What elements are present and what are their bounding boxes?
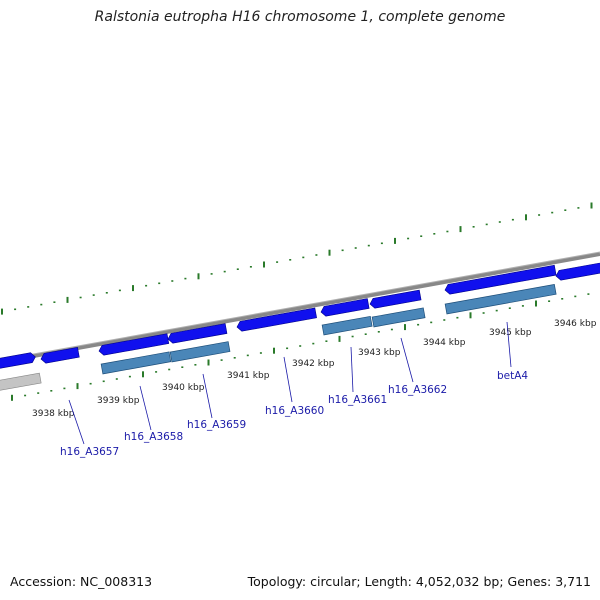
scale-ticks-inner: [11, 293, 590, 401]
gene-label[interactable]: h16_A3661: [328, 394, 387, 406]
gene-labels: h16_A3657 h16_A3658 h16_A3659 h16_A3660 …: [60, 370, 528, 458]
gene-feature[interactable]: [167, 323, 228, 344]
gene-label[interactable]: h16_A3658: [124, 431, 183, 443]
label-leader: [506, 321, 512, 368]
gene-feature[interactable]: [100, 351, 172, 375]
label-leader: [139, 385, 152, 431]
gene-feature[interactable]: [369, 289, 422, 309]
gene-label[interactable]: h16_A3659: [187, 419, 246, 431]
scale-label: 3939 kbp: [97, 396, 140, 406]
chromosome-backbone-shade: [0, 251, 600, 361]
gene-feature[interactable]: [321, 315, 373, 336]
gene-feature-grey[interactable]: [0, 372, 42, 392]
gene-feature[interactable]: [0, 352, 36, 370]
scale-label: 3942 kbp: [292, 359, 335, 369]
label-leader: [350, 346, 354, 393]
gene-feature[interactable]: [371, 307, 426, 328]
scale-label: 3946 kbp: [554, 319, 597, 329]
gene-label[interactable]: h16_A3660: [265, 405, 324, 417]
chromosome-backbone: [0, 252, 600, 364]
label-leader: [283, 356, 293, 403]
gene-feature[interactable]: [169, 341, 231, 363]
label-leader: [400, 337, 414, 383]
gene-feature[interactable]: [444, 264, 557, 295]
gene-feature[interactable]: [320, 298, 370, 317]
scale-label: 3944 kbp: [423, 338, 466, 348]
forward-genes: [0, 261, 600, 370]
scale-label: 3938 kbp: [32, 409, 75, 419]
gene-feature[interactable]: [444, 284, 557, 315]
scale-ticks-outer: [1, 202, 593, 315]
gene-feature[interactable]: [98, 333, 170, 356]
gene-label-lines: [68, 321, 512, 445]
scale-label: 3940 kbp: [162, 383, 205, 393]
gene-feature[interactable]: [236, 307, 317, 332]
scale-labels: 3938 kbp 3939 kbp 3940 kbp 3941 kbp 3942…: [32, 319, 597, 419]
gene-feature[interactable]: [555, 261, 600, 281]
scale-label: 3941 kbp: [227, 371, 270, 381]
gene-feature[interactable]: [40, 347, 80, 364]
gene-label[interactable]: betA4: [497, 370, 528, 382]
gene-label[interactable]: h16_A3657: [60, 446, 119, 458]
topology-text: Topology: circular; Length: 4,052,032 bp…: [247, 574, 591, 589]
scale-label: 3943 kbp: [358, 348, 401, 358]
label-leader: [202, 373, 213, 419]
gene-label[interactable]: h16_A3662: [388, 384, 447, 396]
accession-text: Accession: NC_008313: [10, 574, 153, 589]
scale-label: 3945 kbp: [489, 328, 532, 338]
map-title: Ralstonia eutropha H16 chromosome 1, com…: [94, 9, 506, 25]
reverse-genes: [0, 284, 557, 392]
label-leader: [68, 399, 85, 445]
